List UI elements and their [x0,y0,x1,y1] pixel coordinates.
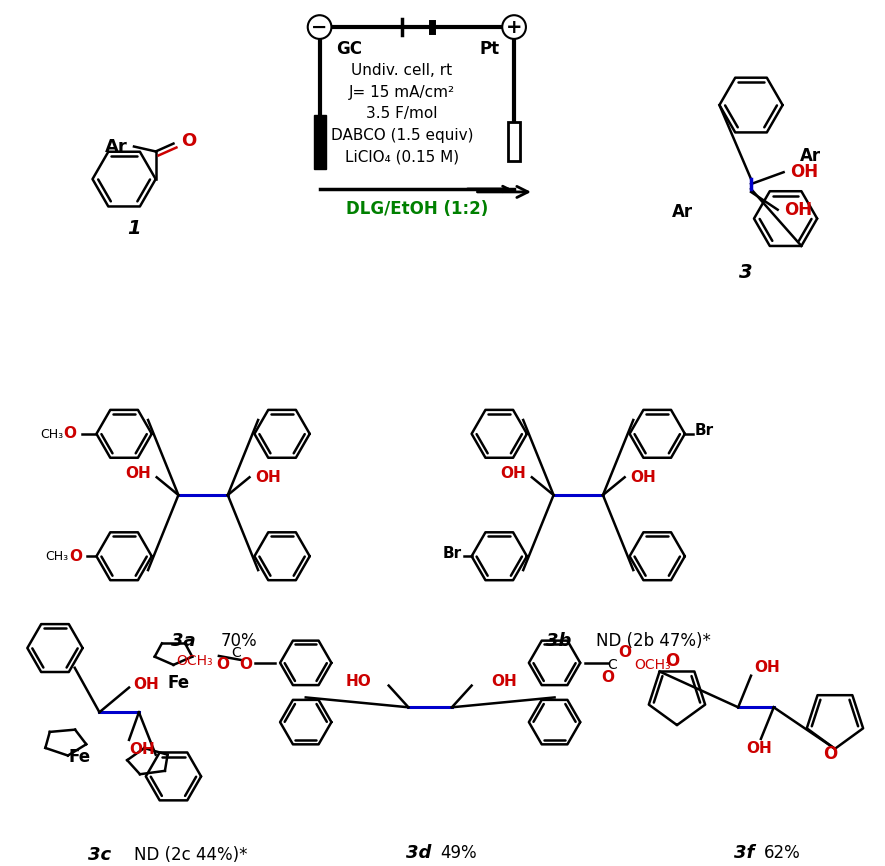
Text: 3b: 3b [546,632,571,650]
Text: O: O [602,670,614,685]
Text: 70%: 70% [221,632,258,650]
Text: GC: GC [336,40,362,58]
Text: OH: OH [256,469,281,485]
Text: Pt: Pt [480,40,500,58]
Text: DLG/EtOH (1:2): DLG/EtOH (1:2) [346,200,488,217]
Text: O: O [70,549,82,564]
Text: O: O [823,745,837,763]
Text: OH: OH [754,660,780,675]
Text: 3.5 F/mol: 3.5 F/mol [366,107,438,121]
Text: OCH₃: OCH₃ [176,654,213,668]
Text: 3d: 3d [405,844,431,863]
Text: O: O [64,426,77,442]
Text: CH₃: CH₃ [41,429,64,442]
Text: Undiv. cell, rt: Undiv. cell, rt [351,63,452,78]
Text: O: O [665,652,679,670]
Text: −: − [312,17,327,36]
Circle shape [502,16,526,39]
Bar [313,115,326,169]
Text: HO: HO [345,674,371,689]
Text: 3c: 3c [88,846,111,864]
Text: 3: 3 [739,263,753,282]
Text: O: O [618,645,631,661]
Text: LiClO₄ (0.15 M): LiClO₄ (0.15 M) [345,150,459,165]
Text: J= 15 mA/cm²: J= 15 mA/cm² [349,85,455,100]
Text: OH: OH [500,466,526,481]
Text: Fe: Fe [69,747,91,766]
Text: +: + [506,17,522,36]
Text: O: O [240,657,252,672]
Text: 3a: 3a [171,632,196,650]
Text: ND (2b 47%)*: ND (2b 47%)* [596,632,711,650]
Circle shape [308,16,331,39]
Text: OH: OH [125,466,150,481]
Text: OH: OH [746,741,772,756]
Text: 1: 1 [127,219,141,238]
Text: OH: OH [133,677,158,692]
Text: O: O [216,657,229,672]
Text: OCH₃: OCH₃ [635,658,671,672]
Text: ND (2c 44%)*: ND (2c 44%)* [134,846,248,864]
Text: Ar: Ar [672,203,693,221]
Text: 3f: 3f [734,844,754,863]
Bar [508,122,520,161]
Text: OH: OH [129,742,155,757]
Text: 49%: 49% [440,844,477,863]
Text: C: C [231,646,241,660]
Text: CH₃: CH₃ [46,550,69,563]
Text: DABCO (1.5 equiv): DABCO (1.5 equiv) [331,128,473,143]
Text: 62%: 62% [764,844,801,863]
Text: OH: OH [790,163,819,181]
Text: OH: OH [491,674,517,689]
Text: Br: Br [442,546,462,561]
Text: Ar: Ar [800,147,821,165]
Text: O: O [181,132,196,150]
Text: OH: OH [631,469,657,485]
Text: OH: OH [785,201,812,219]
Text: C: C [607,658,617,672]
Text: Br: Br [695,423,714,438]
Text: Ar: Ar [104,138,127,156]
Text: Fe: Fe [167,674,189,692]
